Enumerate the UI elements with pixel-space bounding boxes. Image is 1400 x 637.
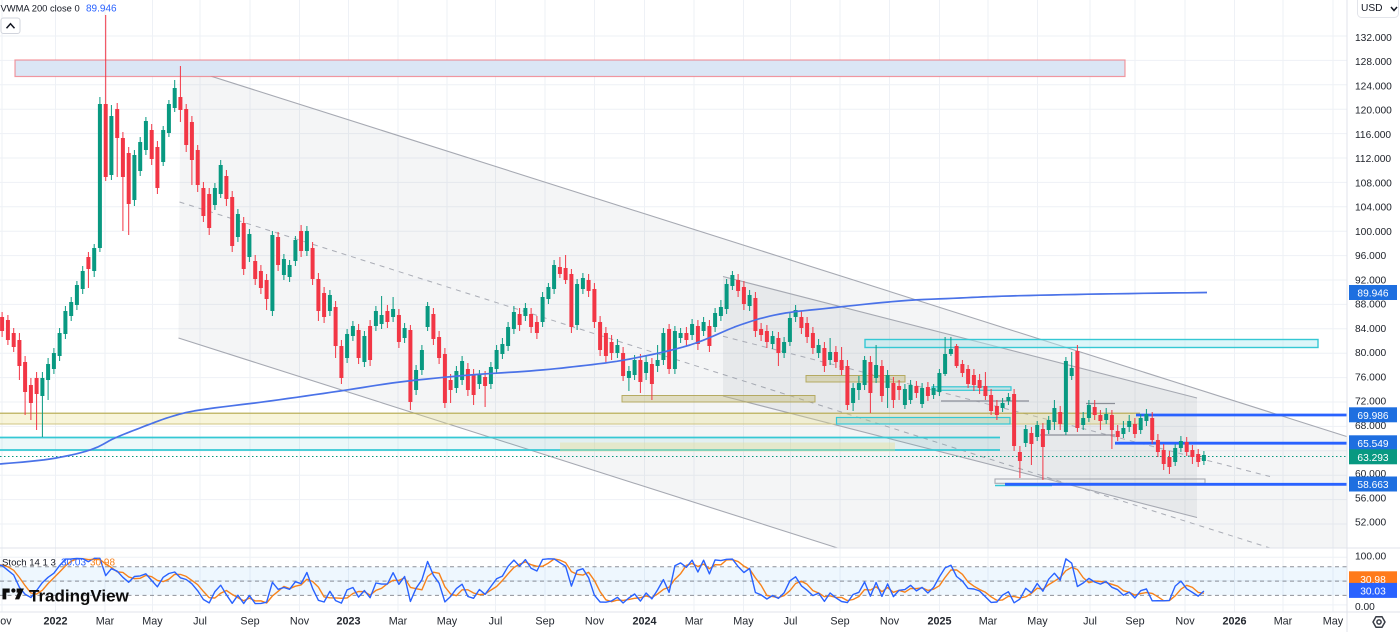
svg-text:Mar: Mar [389,616,408,628]
svg-text:92.000: 92.000 [1355,275,1386,286]
svg-text:2026: 2026 [1222,616,1246,628]
svg-text:120.000: 120.000 [1355,106,1392,117]
svg-text:63.293: 63.293 [1357,453,1388,464]
svg-text:Jul: Jul [784,616,798,628]
svg-text:116.000: 116.000 [1355,130,1391,141]
svg-text:TradingView: TradingView [29,587,130,606]
svg-text:30.98: 30.98 [90,558,115,569]
svg-text:30.03: 30.03 [61,558,86,569]
svg-text:100.00: 100.00 [1355,551,1386,562]
svg-text:May: May [142,616,163,628]
svg-text:Sep: Sep [1125,616,1144,628]
svg-text:76.000: 76.000 [1355,372,1386,383]
svg-text:May: May [1027,616,1048,628]
svg-text:128.000: 128.000 [1355,57,1392,68]
svg-text:Jul: Jul [193,616,207,628]
svg-text:Mar: Mar [1274,616,1293,628]
svg-text:0.00: 0.00 [1355,602,1375,613]
svg-text:100.000: 100.000 [1355,227,1392,238]
svg-text:2024: 2024 [632,616,656,628]
svg-text:May: May [1323,616,1344,628]
svg-text:89.946: 89.946 [86,4,117,15]
svg-text:Mar: Mar [96,616,115,628]
svg-text:Nov: Nov [0,616,12,628]
svg-text:30.98: 30.98 [1360,575,1386,586]
svg-text:Jul: Jul [489,616,503,628]
svg-text:112.000: 112.000 [1355,154,1391,165]
svg-text:Nov: Nov [585,616,605,628]
svg-text:Jul: Jul [1083,616,1097,628]
svg-text:108.000: 108.000 [1355,178,1392,189]
svg-text:58.663: 58.663 [1357,480,1388,491]
svg-text:84.000: 84.000 [1355,324,1386,335]
svg-text:2025: 2025 [927,616,951,628]
svg-text:89.946: 89.946 [1357,289,1388,300]
svg-text:132.000: 132.000 [1355,33,1392,44]
svg-text:68.000: 68.000 [1355,421,1386,432]
svg-text:Nov: Nov [1175,616,1195,628]
svg-text:Sep: Sep [535,616,554,628]
svg-text:USD: USD [1361,3,1383,14]
svg-text:104.000: 104.000 [1355,203,1392,214]
svg-text:124.000: 124.000 [1355,82,1392,93]
svg-text:88.000: 88.000 [1355,300,1386,311]
svg-text:60.000: 60.000 [1355,469,1386,480]
svg-text:Mar: Mar [685,616,704,628]
svg-text:52.000: 52.000 [1355,518,1386,529]
svg-text:72.000: 72.000 [1355,397,1386,408]
svg-text:Nov: Nov [290,616,310,628]
svg-text:96.000: 96.000 [1355,251,1386,262]
svg-text:VWMA 200 close 0: VWMA 200 close 0 [1,3,80,14]
svg-text:65.549: 65.549 [1357,439,1388,450]
svg-text:May: May [733,616,754,628]
svg-text:Mar: Mar [979,616,998,628]
svg-text:56.000: 56.000 [1355,494,1386,505]
svg-text:80.000: 80.000 [1355,348,1386,359]
svg-text:Sep: Sep [830,616,849,628]
svg-text:May: May [437,616,458,628]
svg-text:2023: 2023 [336,616,360,628]
svg-text:Sep: Sep [240,616,259,628]
svg-text:Nov: Nov [880,616,900,628]
svg-text:Stoch 14 1 3: Stoch 14 1 3 [2,558,56,569]
svg-text:2022: 2022 [43,616,67,628]
svg-text:30.03: 30.03 [1360,586,1386,597]
svg-text:69.986: 69.986 [1357,411,1388,422]
